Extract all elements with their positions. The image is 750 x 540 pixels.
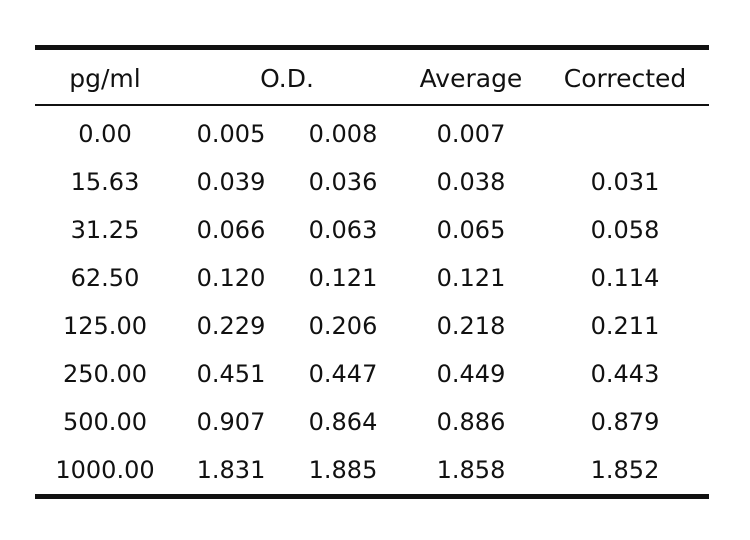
cell-corrected: 1.852: [590, 456, 660, 484]
cell-concentration: 125.00: [63, 312, 147, 340]
cell-corrected: 0.058: [590, 216, 660, 244]
header-concentration: pg/ml: [69, 63, 141, 93]
cell-corrected: 0.443: [590, 360, 660, 388]
cell-od-1: 0.451: [196, 360, 266, 388]
cell-od-2: 0.206: [308, 312, 378, 340]
cell-od-2: 0.063: [308, 216, 378, 244]
cell-od-1: 0.005: [196, 120, 266, 148]
cell-concentration: 1000.00: [55, 456, 155, 484]
cell-corrected: 0.879: [590, 408, 660, 436]
header-corrected: Corrected: [563, 63, 687, 93]
table-row: 1000.00 1.831 1.885 1.858 1.852: [35, 446, 709, 494]
cell-concentration: 31.25: [70, 216, 140, 244]
cell-average: 0.007: [436, 120, 506, 148]
cell-corrected: [550, 110, 700, 158]
cell-concentration: 500.00: [63, 408, 147, 436]
table-header-rule: [35, 104, 709, 106]
cell-corrected: 0.031: [590, 168, 660, 196]
table-top-rule: [35, 45, 709, 50]
table-row: 0.00 0.005 0.008 0.007: [35, 110, 709, 158]
cell-corrected: 0.211: [590, 312, 660, 340]
cell-od-2: 1.885: [308, 456, 378, 484]
cell-od-2: 0.864: [308, 408, 378, 436]
table-row: 62.50 0.120 0.121 0.121 0.114: [35, 254, 709, 302]
cell-od-1: 0.907: [196, 408, 266, 436]
cell-od-1: 0.066: [196, 216, 266, 244]
cell-average: 0.065: [436, 216, 506, 244]
table-row: 125.00 0.229 0.206 0.218 0.211: [35, 302, 709, 350]
cell-od-1: 0.120: [196, 264, 266, 292]
cell-average: 0.449: [436, 360, 506, 388]
cell-average: 0.218: [436, 312, 506, 340]
cell-concentration: 0.00: [78, 120, 132, 148]
cell-concentration: 250.00: [63, 360, 147, 388]
table-header-row: pg/ml O.D. Average Corrected: [35, 50, 709, 104]
table-bottom-rule: [35, 494, 709, 499]
cell-average: 1.858: [436, 456, 506, 484]
cell-od-1: 1.831: [196, 456, 266, 484]
cell-od-2: 0.036: [308, 168, 378, 196]
table-body: 0.00 0.005 0.008 0.007 15.63 0.039 0.036…: [35, 110, 709, 494]
cell-od-2: 0.121: [308, 264, 378, 292]
data-table: pg/ml O.D. Average Corrected 0.00 0.005 …: [35, 45, 709, 499]
cell-average: 0.121: [436, 264, 506, 292]
header-od: O.D.: [260, 63, 314, 93]
cell-od-1: 0.039: [196, 168, 266, 196]
cell-average: 0.038: [436, 168, 506, 196]
cell-concentration: 62.50: [70, 264, 140, 292]
cell-od-1: 0.229: [196, 312, 266, 340]
cell-corrected: 0.114: [590, 264, 660, 292]
table-row: 250.00 0.451 0.447 0.449 0.443: [35, 350, 709, 398]
cell-od-2: 0.447: [308, 360, 378, 388]
cell-concentration: 15.63: [70, 168, 140, 196]
header-average: Average: [419, 63, 523, 93]
cell-od-2: 0.008: [308, 120, 378, 148]
table-row: 500.00 0.907 0.864 0.886 0.879: [35, 398, 709, 446]
cell-average: 0.886: [436, 408, 506, 436]
table-row: 31.25 0.066 0.063 0.065 0.058: [35, 206, 709, 254]
table-row: 15.63 0.039 0.036 0.038 0.031: [35, 158, 709, 206]
